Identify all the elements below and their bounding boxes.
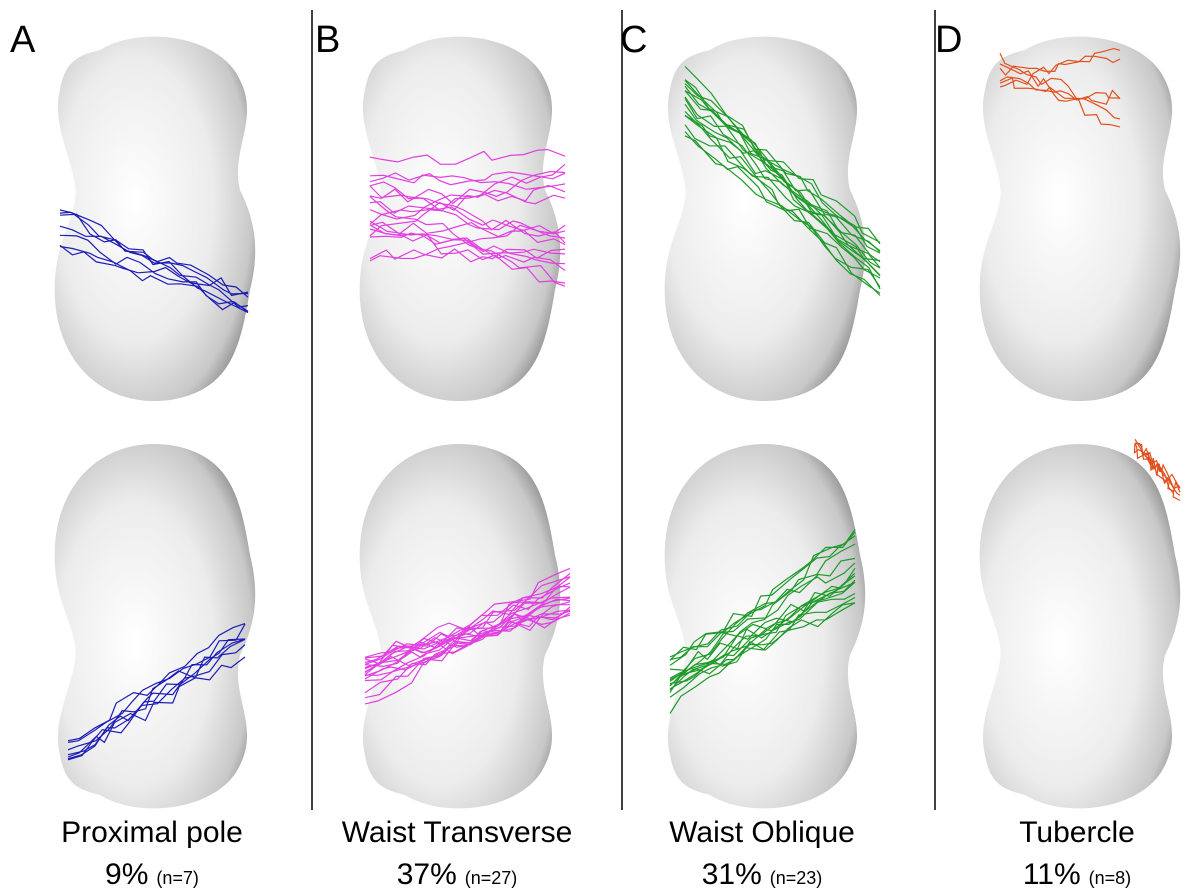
panel-letter: D (935, 19, 962, 61)
panel-letter: A (10, 19, 36, 61)
panel-letter: C (620, 19, 647, 61)
panel-name: Waist Oblique (669, 816, 855, 849)
panel-stats: 37% (n=27) (397, 858, 518, 891)
bone (980, 37, 1181, 401)
figure: A Proximal pole 9% (n=7) B Waist Transverse 37… (0, 0, 1198, 895)
bone (55, 37, 256, 401)
panel-stats: 11% (n=8) (1023, 858, 1131, 891)
bone (55, 444, 256, 808)
count: (n=7) (156, 868, 199, 888)
percent: 37% (397, 858, 457, 891)
panel-stats: 31% (n=23) (702, 858, 823, 891)
panel: A Proximal pole 9% (n=7) (10, 19, 255, 891)
panel: D Tubercle 11% (n=8) (935, 19, 1180, 891)
percent: 11% (1023, 858, 1081, 891)
panel-name: Waist Transverse (342, 816, 573, 849)
percent: 9% (105, 858, 148, 891)
panel-name: Tubercle (1019, 816, 1135, 849)
bone (665, 444, 866, 808)
panel-stats: 9% (n=7) (105, 858, 199, 891)
bone (980, 444, 1181, 808)
bone (360, 37, 561, 401)
panel: C Waist Oblique 31% (n=23) (620, 19, 880, 891)
count: (n=23) (770, 868, 823, 888)
panel: B Waist Transverse 37% (n=27) (315, 19, 572, 891)
count: (n=27) (465, 868, 518, 888)
panel-letter: B (315, 19, 340, 61)
panel-name: Proximal pole (61, 816, 243, 849)
count: (n=8) (1089, 868, 1132, 888)
percent: 31% (702, 858, 762, 891)
